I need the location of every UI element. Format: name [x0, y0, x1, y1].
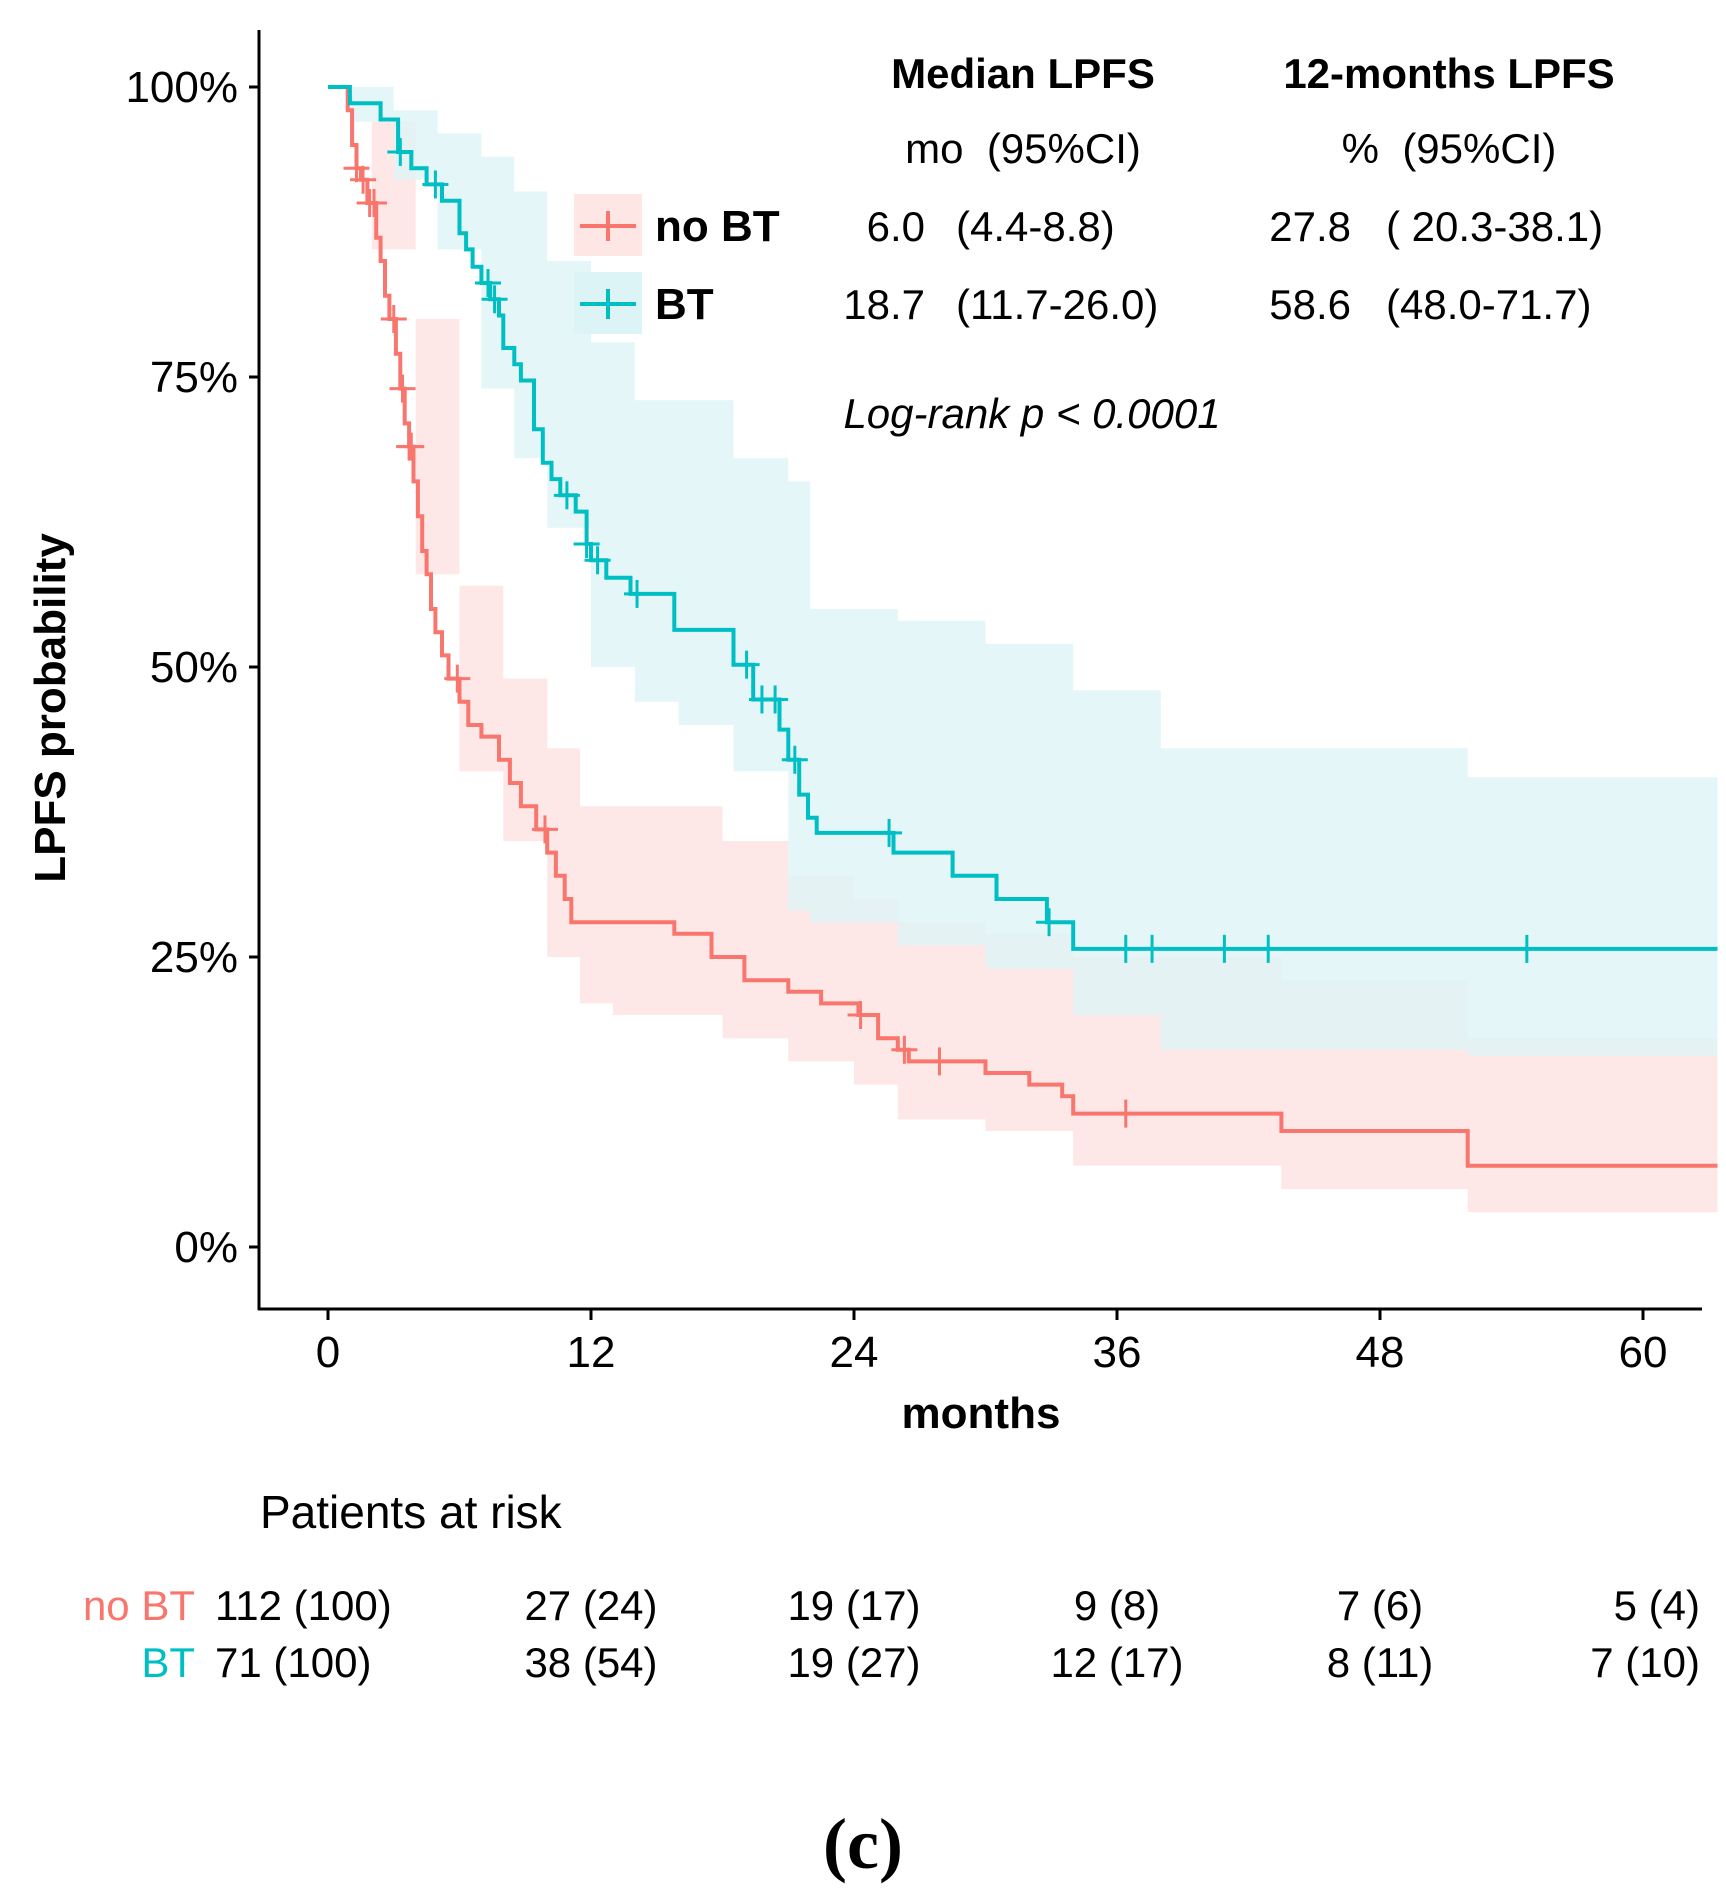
- risk-table-title: Patients at risk: [260, 1486, 563, 1538]
- legend-bt-median-ci: (11.7-26.0): [956, 281, 1158, 328]
- y-tick-label: 75%: [150, 353, 238, 402]
- x-tick-label: 12: [567, 1328, 616, 1377]
- risk-table-cell: 38 (54): [524, 1639, 657, 1686]
- legend-col2-header: 12-months LPFS: [1283, 50, 1614, 97]
- legend-nobt-lpfs12-ci: ( 20.3-38.1): [1386, 203, 1603, 250]
- legend-nobt-median-ci: (4.4-8.8): [956, 203, 1115, 250]
- survival-curve-bt: [328, 85, 1718, 951]
- risk-table-cell: 12 (17): [1050, 1639, 1183, 1686]
- legend-col2-subheader: % (95%CI): [1342, 125, 1557, 172]
- x-tick-label: 60: [1619, 1328, 1668, 1377]
- risk-table-cell: 8 (11): [1327, 1639, 1434, 1686]
- x-axis-label: months: [902, 1389, 1061, 1438]
- legend-bt-lpfs12-ci: (48.0-71.7): [1386, 281, 1591, 328]
- x-tick-label: 0: [316, 1328, 340, 1377]
- risk-table-cell: 7 (6): [1337, 1582, 1423, 1629]
- y-tick-label: 100%: [125, 63, 238, 112]
- risk-table-cell: 19 (27): [787, 1639, 920, 1686]
- risk-row-label-bt: BT: [141, 1639, 195, 1686]
- logrank-annotation: Log-rank p < 0.0001: [843, 390, 1220, 437]
- panel-label: (c): [823, 1804, 903, 1884]
- x-tick-label: 36: [1093, 1328, 1142, 1377]
- risk-table-cell: 71 (100): [215, 1639, 371, 1686]
- axes: 0% 25% 50% 75% 100% 0 12 24 36 48 60: [125, 30, 1702, 1377]
- legend-bt-group: BT: [655, 280, 714, 329]
- legend-col1-subheader: mo (95%CI): [905, 125, 1141, 172]
- risk-table-cell: 19 (17): [787, 1582, 920, 1629]
- legend-bt-median: 18.7: [843, 281, 925, 328]
- survival-curve-no-bt: [328, 85, 1718, 1168]
- x-tick-label: 24: [830, 1328, 879, 1377]
- y-tick-label: 50%: [150, 643, 238, 692]
- risk-table-cell: 5 (4): [1614, 1582, 1700, 1629]
- y-tick-label: 0%: [174, 1223, 238, 1272]
- risk-table-cell: 7 (10): [1590, 1639, 1700, 1686]
- x-tick-label: 48: [1356, 1328, 1405, 1377]
- legend-nobt-group: no BT: [655, 202, 780, 251]
- risk-table-cell: 112 (100): [215, 1582, 392, 1629]
- confidence-bands: [328, 87, 1718, 1213]
- survival-curves: [328, 85, 1718, 1168]
- legend-nobt-lpfs12: 27.8: [1269, 203, 1351, 250]
- risk-table-cell: 27 (24): [524, 1582, 657, 1629]
- legend-nobt-median: 6.0: [867, 203, 925, 250]
- risk-row-label-nobt: no BT: [83, 1582, 195, 1629]
- risk-table-cell: 9 (8): [1074, 1582, 1160, 1629]
- risk-table-values: 112 (100) 27 (24) 19 (17) 9 (8) 7 (6) 5 (4) 71…: [215, 1582, 1700, 1686]
- legend-col1-header: Median LPFS: [891, 50, 1155, 97]
- legend-bt-lpfs12: 58.6: [1269, 281, 1351, 328]
- y-tick-label: 25%: [150, 933, 238, 982]
- legend-table: Median LPFS 12-months LPFS mo (95%CI) % …: [574, 50, 1615, 334]
- y-axis-label: LPFS probability: [26, 533, 75, 883]
- ci-band-bt: [328, 87, 1718, 1056]
